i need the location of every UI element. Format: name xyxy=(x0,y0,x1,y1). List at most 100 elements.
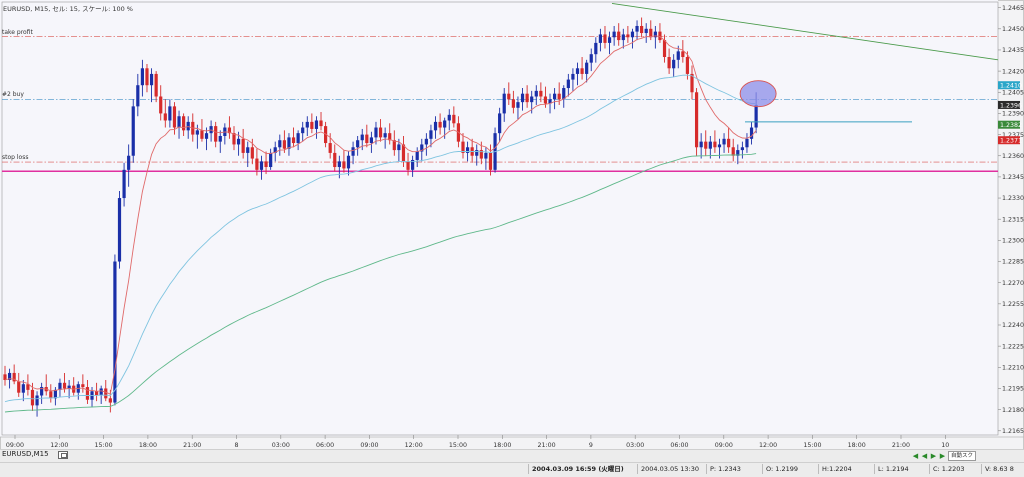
scroll-prev-icon[interactable]: ◀ xyxy=(921,451,928,460)
buy-order-label: #2 buy xyxy=(2,91,24,99)
scroll-controls: ◀ ◀ ▶ ▶ 自動スク xyxy=(912,450,976,461)
candle-body xyxy=(232,133,236,145)
candle-body xyxy=(12,372,16,382)
candle-body xyxy=(415,151,419,160)
candle-body xyxy=(67,385,71,389)
candle-body xyxy=(461,141,465,153)
price-tag-label: 1.2382 xyxy=(1000,122,1022,129)
candle-body xyxy=(282,140,286,149)
candle-body xyxy=(392,140,396,151)
candle-body xyxy=(131,106,135,156)
candle-body xyxy=(411,159,415,170)
chart-tab-bar xyxy=(0,449,1024,462)
candle-body xyxy=(539,90,543,97)
chart-tab[interactable]: EURUSD,M15 xyxy=(2,450,49,458)
status-p: P: 1.2343 xyxy=(706,464,741,474)
candle-body xyxy=(607,37,612,43)
candle-body xyxy=(117,198,122,262)
candle-body xyxy=(548,99,552,104)
candle-body xyxy=(653,31,657,38)
scroll-first-icon[interactable]: ◀ xyxy=(912,451,919,460)
candle-body xyxy=(585,62,589,74)
candle-body xyxy=(511,99,515,108)
candle-body xyxy=(136,85,140,107)
candle-body xyxy=(530,96,534,103)
candle-body xyxy=(104,388,108,399)
price-chart[interactable]: 1.2465 1.2450 1.2435 1.2420 1.2405 1.2390 1.23… xyxy=(0,0,1024,449)
price-tick-label: 1.2255 xyxy=(1002,301,1024,308)
candle-body xyxy=(356,140,360,148)
candle-body xyxy=(204,133,209,139)
candle-body xyxy=(305,121,309,128)
candle-body xyxy=(420,144,424,152)
candle-body xyxy=(543,96,548,104)
candle-body xyxy=(708,141,712,149)
price-tick-label: 1.2300 xyxy=(1002,238,1024,245)
time-tick-label: 15:00 xyxy=(803,442,821,449)
candle-body xyxy=(520,93,525,103)
time-tick-label: 09:00 xyxy=(715,442,733,449)
time-tick-label: 09:00 xyxy=(360,442,378,449)
candle-body xyxy=(704,141,708,149)
candle-body xyxy=(452,114,456,124)
candle-body xyxy=(575,68,580,74)
ma-red xyxy=(4,35,757,395)
candle-body xyxy=(694,92,699,148)
chart-canvas[interactable]: 1.2465 1.2450 1.2435 1.2420 1.2405 1.2390 1.23… xyxy=(0,0,1024,449)
auto-scroll-toggle[interactable]: 自動スク xyxy=(948,450,976,461)
candle-body xyxy=(186,121,190,131)
time-tick-label: 21:00 xyxy=(538,442,556,449)
candle-body xyxy=(630,31,635,38)
candle-body xyxy=(369,137,373,144)
candle-body xyxy=(214,126,218,142)
candle-body xyxy=(35,395,39,406)
time-tick-label: 12:00 xyxy=(405,442,423,449)
candle-body xyxy=(264,161,268,168)
window-icon[interactable] xyxy=(58,451,68,459)
candle-body xyxy=(502,93,506,114)
candle-body xyxy=(3,374,7,380)
candle-body xyxy=(598,34,602,43)
time-tick-label: 18:00 xyxy=(848,442,866,449)
candle-body xyxy=(333,152,337,168)
candle-body xyxy=(154,73,158,97)
price-tick-label: 1.2360 xyxy=(1002,153,1024,160)
candle-body xyxy=(658,31,662,41)
candle-body xyxy=(49,391,53,399)
candle-body xyxy=(342,161,346,169)
candle-body xyxy=(99,388,103,396)
candle-body xyxy=(236,138,241,145)
status-time2: 2004.03.05 13:30 xyxy=(637,464,699,474)
price-tick-label: 1.2420 xyxy=(1002,68,1024,75)
status-volume: V: 8.63 8 xyxy=(981,464,1014,474)
status-high: H:1.2204 xyxy=(818,464,852,474)
candle-body xyxy=(7,372,12,380)
price-tick-label: 1.2465 xyxy=(1002,5,1024,12)
stop-loss-label: stop loss xyxy=(2,154,29,162)
price-tag-label: 1.2371 xyxy=(1000,138,1022,145)
candle-body xyxy=(122,169,126,199)
price-tick-label: 1.2270 xyxy=(1002,280,1024,287)
candle-body xyxy=(465,147,470,153)
candle-body xyxy=(484,152,488,159)
candle-body xyxy=(662,40,667,58)
candle-body xyxy=(667,57,671,69)
time-tick-label: 21:00 xyxy=(892,442,910,449)
candle-body xyxy=(397,144,401,151)
candle-body xyxy=(612,31,616,38)
candle-body xyxy=(424,138,428,145)
candle-body xyxy=(278,140,282,148)
chart-header-label: EURUSD, M15, セル: 15, スケール: 100 % xyxy=(3,5,133,13)
candle-body xyxy=(81,384,85,388)
scroll-next-icon[interactable]: ▶ xyxy=(930,451,937,460)
time-tick-label: 12:00 xyxy=(50,442,68,449)
scroll-last-icon[interactable]: ▶ xyxy=(939,451,946,460)
time-tick-label: 15:00 xyxy=(95,442,113,449)
price-tick-label: 1.2315 xyxy=(1002,216,1024,223)
price-tag xyxy=(998,81,1020,90)
candle-body xyxy=(557,93,561,100)
ma-green xyxy=(4,153,757,413)
price-tag xyxy=(998,136,1020,145)
candle-body xyxy=(95,391,99,396)
candle-body xyxy=(383,133,387,138)
